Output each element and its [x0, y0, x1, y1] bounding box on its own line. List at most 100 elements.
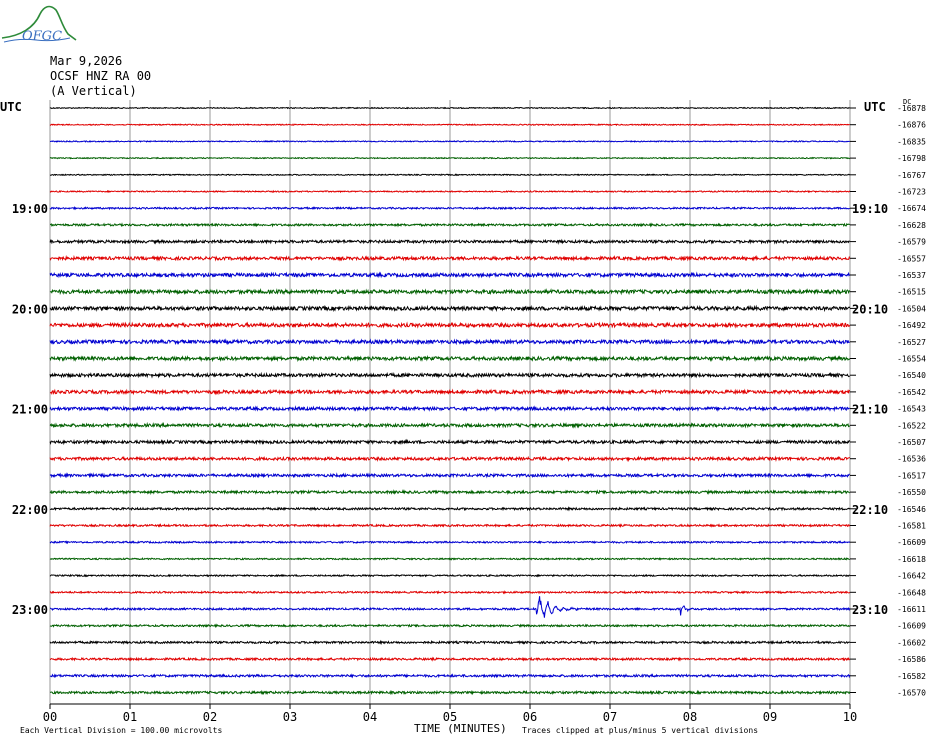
x-tick-label-04: 04 [363, 710, 377, 724]
trace-9 [49, 254, 851, 262]
left-timezone-label: UTC [0, 100, 22, 114]
dc-offset-label-24: -16546 [897, 505, 926, 514]
dc-offset-label-32: -16602 [897, 638, 926, 647]
x-tick-label-02: 02 [203, 710, 217, 724]
right-hour-label: 19:10 [852, 202, 888, 216]
dc-offset-label-34: -16582 [897, 672, 926, 681]
trace-31 [49, 623, 851, 629]
dc-offset-label-16: -16540 [897, 371, 926, 380]
trace-1 [49, 123, 850, 127]
dc-offset-label-31: -16609 [897, 622, 926, 631]
trace-19 [49, 421, 851, 429]
ofgc-logo: OFGC [1, 5, 77, 44]
trace-32 [49, 639, 851, 646]
trace-3 [49, 156, 851, 160]
dc-offset-label-10: -16537 [897, 271, 926, 280]
x-tick-label-00: 00 [43, 710, 57, 724]
trace-14 [49, 338, 851, 346]
trace-24 [49, 506, 851, 512]
trace-18 [49, 405, 851, 412]
trace-15 [49, 354, 851, 363]
dc-offset-label-27: -16618 [897, 555, 926, 564]
trace-21 [49, 455, 851, 463]
right-hour-label: 23:10 [852, 603, 888, 617]
trace-4 [49, 173, 851, 177]
x-axis-title: TIME (MINUTES) [414, 722, 507, 735]
trace-25 [49, 523, 851, 528]
dc-offset-label-0: -16878 [897, 104, 926, 113]
left-hour-label: 21:00 [12, 403, 48, 417]
axis-labels: 00 01 02 03 04 05 06 07 08 09 10 -16878 -16876 -16835… [12, 104, 926, 724]
dc-offset-label-8: -16579 [897, 238, 926, 247]
trace-35 [49, 689, 851, 696]
dc-offset-label-21: -16536 [897, 455, 926, 464]
trace-5 [49, 189, 851, 194]
dc-offset-label-4: -16767 [897, 171, 926, 180]
dc-offset-label-22: -16517 [897, 471, 926, 480]
x-tick-label-09: 09 [763, 710, 777, 724]
left-hour-label: 23:00 [12, 603, 48, 617]
trace-13 [49, 321, 851, 329]
x-tick-label-06: 06 [523, 710, 537, 724]
dc-offset-label-29: -16648 [897, 588, 926, 597]
x-tick-label-10: 10 [843, 710, 857, 724]
minute-gridlines [49, 100, 856, 709]
logo-mountain-icon [1, 5, 77, 41]
trace-8 [49, 238, 850, 245]
station-label: OCSF HNZ RA 00 [50, 69, 152, 83]
dc-offset-label-6: -16674 [897, 204, 926, 213]
trace-29 [49, 590, 851, 595]
dc-offset-label-15: -16554 [897, 355, 926, 364]
trace-20 [49, 438, 851, 446]
dc-offset-label-12: -16504 [897, 304, 926, 313]
trace-16 [49, 371, 850, 379]
trace-10 [49, 271, 851, 279]
dc-offset-label-5: -16723 [897, 188, 926, 197]
trace-12 [49, 304, 851, 313]
logo-wave-icon [3, 37, 71, 43]
x-tick-label-07: 07 [603, 710, 617, 724]
left-hour-label: 22:00 [12, 503, 48, 517]
dc-offset-label-25: -16581 [897, 522, 926, 531]
clip-footer: Traces clipped at plus/minus 5 vertical … [522, 726, 758, 735]
trace-17 [49, 388, 851, 396]
dc-offset-label-20: -16507 [897, 438, 926, 447]
trace-0 [49, 106, 851, 110]
dc-offset-label-13: -16492 [897, 321, 926, 330]
dc-offset-label-11: -16515 [897, 288, 926, 297]
dc-offset-label-23: -16550 [897, 488, 926, 497]
trace-6 [49, 205, 850, 211]
trace-33 [49, 656, 851, 662]
dc-offset-label-3: -16798 [897, 154, 926, 163]
dc-offset-label-2: -16835 [897, 137, 926, 146]
seismic-traces [49, 106, 851, 696]
plot-date: Mar 9,2026 [50, 54, 123, 68]
trace-28 [49, 573, 851, 578]
x-tick-label-05: 05 [443, 710, 457, 724]
trace-7 [49, 222, 851, 228]
dc-offset-label-14: -16527 [897, 338, 926, 347]
trace-27 [49, 557, 850, 561]
dc-offset-label-28: -16642 [897, 572, 926, 581]
trace-30 [49, 596, 851, 618]
trace-11 [49, 287, 851, 296]
dc-offset-label-9: -16557 [897, 254, 926, 263]
dc-offset-label-26: -16609 [897, 538, 926, 547]
x-tick-label-08: 08 [683, 710, 697, 724]
left-hour-label: 20:00 [12, 302, 48, 316]
right-hour-label: 22:10 [852, 503, 888, 517]
component-label: (A Vertical) [50, 84, 137, 98]
dc-offset-label-30: -16611 [897, 605, 926, 614]
x-tick-label-03: 03 [283, 710, 297, 724]
trace-23 [49, 489, 851, 496]
trace-26 [49, 540, 851, 545]
dc-offset-label-7: -16628 [897, 221, 926, 230]
dc-offset-label-1: -16876 [897, 121, 926, 130]
left-hour-label: 19:00 [12, 202, 48, 216]
trace-22 [49, 472, 850, 479]
x-tick-label-01: 01 [123, 710, 137, 724]
dc-offset-label-35: -16570 [897, 689, 926, 698]
right-timezone-label: UTC [864, 100, 886, 114]
scale-footer: Each Vertical Division = 100.00 microvol… [20, 726, 222, 735]
